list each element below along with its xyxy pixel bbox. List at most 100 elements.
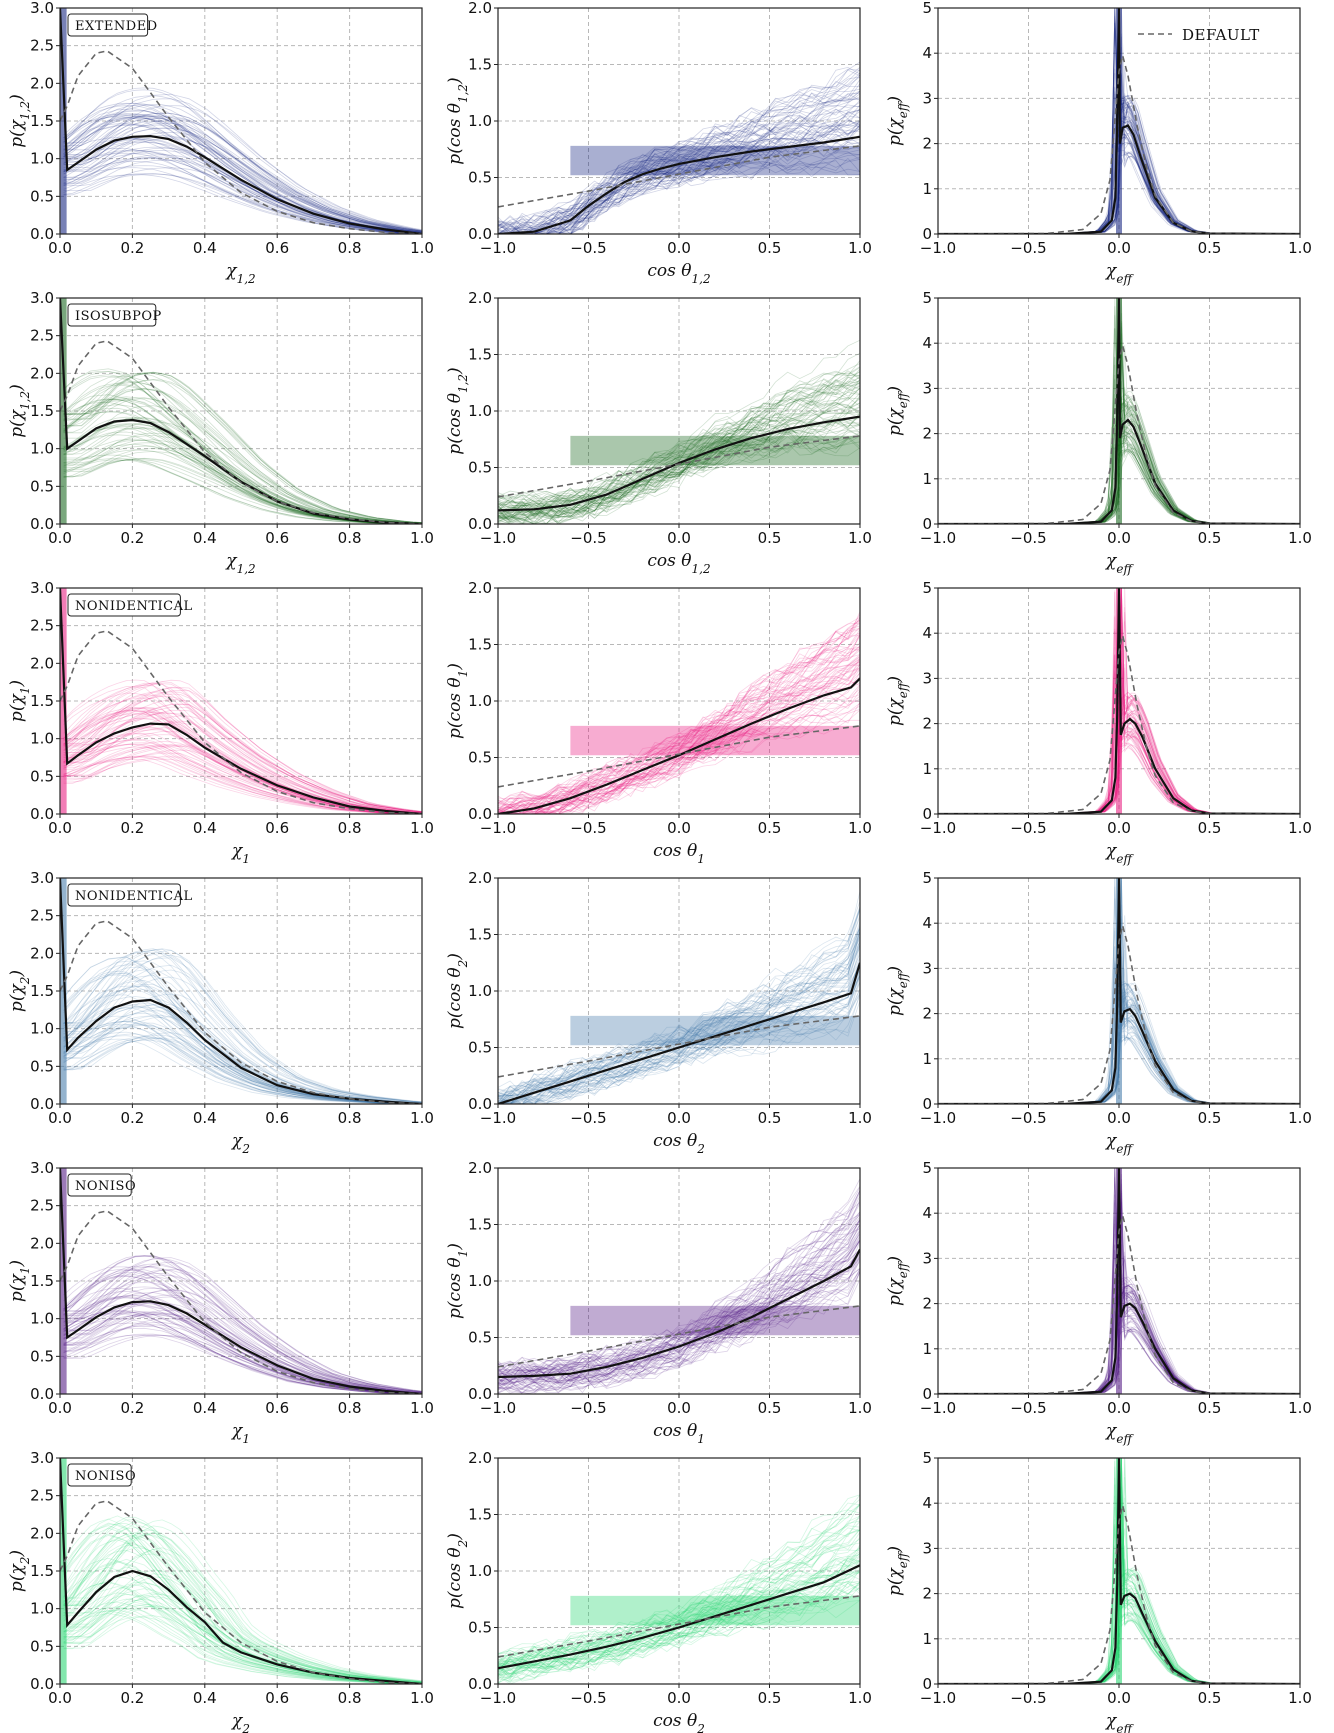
sample-line [1028,968,1228,1104]
model-tag-label: ISOSUBPOP [75,309,162,324]
sample-line [63,1532,422,1683]
sample-line [498,105,860,234]
sample-line [498,666,860,811]
sample-line [63,87,422,234]
sample-line [498,428,860,524]
sample-line [63,1282,422,1394]
y-tick-label: 1.0 [468,1562,492,1580]
y-tick-label: 3.0 [30,1449,54,1467]
sample-line [63,949,422,1104]
sample-line [498,1221,860,1394]
sample-line [498,1195,860,1371]
y-tick-label: 0.0 [30,805,54,823]
sample-line [63,114,422,234]
sample-line [498,1258,860,1394]
sample-line [1028,364,1228,524]
sample-line [498,98,860,234]
sample-line [498,90,860,234]
sample-line [498,1569,860,1669]
x-tick-label: 0.4 [193,1109,217,1127]
default-dashed-line [60,1210,422,1394]
sample-line [63,459,422,524]
sample-line [63,150,422,234]
y-tick-label: 2 [922,135,932,153]
sample-line [63,686,422,812]
sample-line [1028,1202,1228,1394]
sample-line [498,914,860,1104]
sample-line [63,733,422,814]
sample-line [63,759,422,814]
y-tick-label: 5 [922,579,932,597]
sample-line [498,1520,860,1670]
y-tick-label: 0 [922,225,932,243]
posterior-samples [60,1168,422,1394]
sample-line [498,1553,860,1669]
sample-line [63,131,422,232]
sample-line [498,1279,860,1390]
y-tick-label: 1.0 [30,730,54,748]
sample-line [63,1302,422,1394]
sample-line [1028,1258,1228,1394]
sample-line [1028,1505,1228,1684]
sample-line [498,370,860,517]
sample-line [498,943,860,1104]
y-axis-label: p(cos θ2) [445,953,470,1029]
sample-line [498,936,860,1100]
sample-spike [1116,588,1122,814]
sample-line [63,379,422,524]
sample-line [498,393,860,519]
sample-line [498,96,860,234]
sample-line [498,90,860,234]
sample-line [1028,728,1228,814]
sample-line [498,156,860,234]
x-tick-label: 0.6 [265,239,289,257]
x-tick-label: 0.0 [48,239,72,257]
y-tick-label: 1.5 [468,56,492,74]
legend: DEFAULT [1138,26,1259,44]
sample-line [498,397,860,511]
default-dashed-line [938,55,1300,234]
y-tick-label: 1 [922,470,932,488]
x-tick-label: −1.0 [480,1109,516,1127]
sample-line [63,421,422,524]
x-tick-label: 0.0 [667,529,691,547]
posterior-samples [60,588,422,814]
sample-line [498,695,860,814]
sample-line [498,928,860,1102]
sample-line [63,379,422,523]
sample-line [498,661,860,814]
sample-line [1028,979,1228,1104]
x-tick-label: 1.0 [410,819,434,837]
sample-line [498,434,860,522]
sample-line [498,1239,860,1384]
x-tick-label: 1.0 [1288,1109,1312,1127]
y-tick-label: 0.5 [30,477,54,495]
sample-line [498,441,860,524]
y-axis-label: p(cos θ1) [445,663,470,739]
sample-line [498,941,860,1104]
sample-line [498,1236,860,1371]
sample-line [498,68,860,224]
sample-line [498,1528,860,1681]
sample-line [63,1006,422,1104]
sample-line [498,76,860,234]
x-axis-label: χ1,2 [225,551,255,576]
sample-line [63,1310,422,1394]
x-tick-label: 1.0 [410,239,434,257]
sample-line [498,1494,860,1656]
x-axis-label: cos θ1,2 [647,551,710,576]
y-tick-label: 2 [922,1295,932,1313]
sample-line [1028,1519,1228,1684]
default-dashed-line [938,635,1300,814]
sample-spike [60,8,67,234]
sample-line [498,1229,860,1384]
sample-line [63,1027,422,1104]
x-tick-label: 0.6 [265,1109,289,1127]
sample-line [498,611,860,814]
sample-line [498,1250,860,1392]
sample-line [63,722,422,814]
sample-line [63,1532,422,1684]
sample-line [498,1189,860,1376]
y-tick-label: 2.0 [468,869,492,887]
sample-line [498,1581,860,1676]
